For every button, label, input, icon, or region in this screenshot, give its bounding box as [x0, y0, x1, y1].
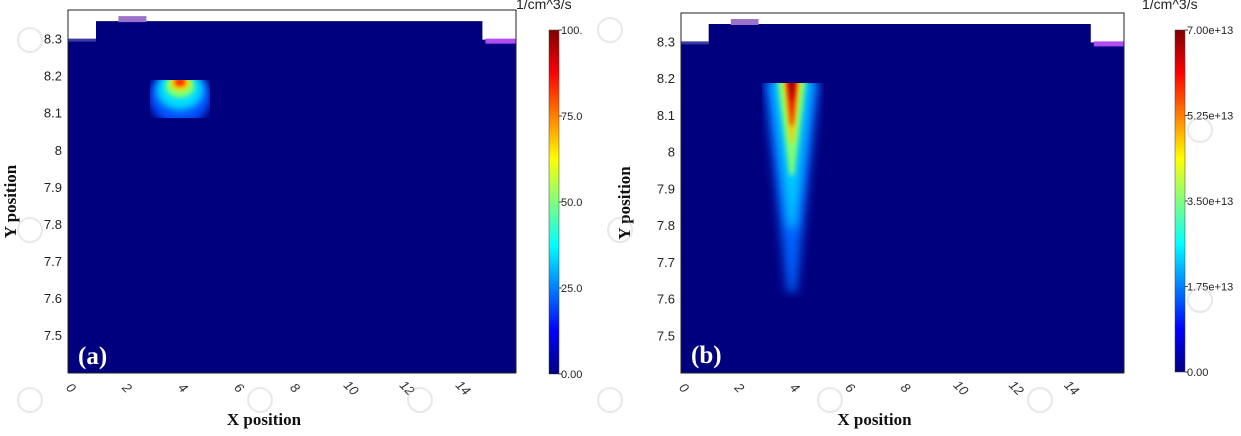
watermark-icon — [607, 217, 633, 243]
watermark-icon — [817, 387, 843, 413]
left-contact — [681, 41, 709, 45]
watermark-icon — [1187, 117, 1213, 143]
hotspot-red — [174, 80, 186, 87]
x-tick-label: 2 — [119, 379, 136, 396]
y-tick-label: 7.7 — [44, 254, 62, 269]
colorbar-unit: 1/cm^3/s — [516, 0, 572, 12]
right-contact — [485, 38, 516, 44]
x-tick-label: 6 — [231, 380, 247, 396]
y-axis-title: Y position — [615, 166, 634, 240]
y-tick-label: 8.2 — [657, 71, 675, 86]
x-tick-label: 14 — [453, 377, 474, 398]
watermark-icon — [597, 387, 623, 413]
colorbar-tick-label: 7.00e+13 — [1187, 25, 1233, 37]
y-tick-label: 7.5 — [44, 328, 62, 343]
hotspot-red-core — [786, 83, 797, 126]
watermark-icon — [407, 387, 433, 413]
x-tick-label: 12 — [1006, 377, 1027, 398]
y-tick-label: 8.1 — [657, 108, 675, 123]
left-contact — [68, 38, 96, 42]
hotspot-peak — [789, 83, 795, 101]
x-axis-title: X position — [837, 410, 912, 429]
x-tick-label: 2 — [731, 379, 748, 396]
generation-hotspot — [150, 80, 210, 118]
y-tick-label: 8.3 — [657, 34, 675, 49]
x-tick-label: 10 — [951, 377, 972, 398]
y-tick-label: 7.8 — [657, 218, 675, 233]
y-axis-title: Y position — [1, 164, 20, 238]
panel-label: (b) — [691, 342, 722, 369]
x-tick-label: 6 — [842, 380, 858, 396]
plot-frame — [67, 9, 517, 374]
x-tick-label: 0 — [676, 380, 692, 396]
generation-hotspot — [764, 83, 820, 293]
x-tick-label: 14 — [1061, 377, 1082, 398]
watermark-icon — [597, 17, 623, 43]
colorbar-tick-label: 5.25e+13 — [1187, 111, 1233, 123]
colorbar-unit: 1/cm^3/s — [1142, 0, 1198, 12]
colorbar-tick-label: 0.00 — [1187, 367, 1208, 379]
watermark-icon — [1027, 387, 1053, 413]
colorbar — [1174, 29, 1186, 373]
chart-panel-b: 8.3 8.2 8.1 8 7.9 7.8 7.7 7.6 7.5 0 2 4 6 8 10 12 14 X po… — [615, 0, 1233, 429]
x-tick-label: 8 — [287, 380, 303, 396]
device-body — [68, 21, 516, 374]
watermark-icon — [17, 217, 43, 243]
panel-label: (a) — [78, 343, 107, 370]
y-tick-label: 8.1 — [44, 106, 62, 121]
x-tick-label: 0 — [63, 380, 79, 396]
colorbar-tick-label: 50.0 — [561, 197, 582, 209]
watermark-logos — [17, 17, 1213, 413]
y-tick-label: 8 — [668, 145, 675, 160]
colorbar-tick-label: 3.50e+13 — [1187, 196, 1233, 208]
x-axis-title: X position — [227, 410, 302, 429]
top-contact — [730, 19, 759, 26]
y-tick-label: 7.6 — [657, 292, 675, 307]
colorbar-tick-label: 75.0 — [561, 111, 582, 123]
watermark-icon — [17, 387, 43, 413]
y-tick-label: 7.7 — [657, 255, 675, 270]
y-tick-label: 8.2 — [44, 69, 62, 84]
watermark-icon — [247, 387, 273, 413]
x-tick-label: 10 — [341, 377, 362, 398]
colorbar-tick-label: 25.0 — [561, 283, 582, 295]
x-tick-label: 4 — [175, 380, 191, 396]
x-tick-label: 8 — [898, 380, 914, 396]
y-tick-label: 8 — [55, 143, 62, 158]
y-tick-label: 7.6 — [44, 291, 62, 306]
colorbar-tick-label: 1.75e+13 — [1187, 282, 1233, 294]
y-tick-label: 7.8 — [44, 217, 62, 232]
colorbar-tick-label: 100. — [561, 25, 582, 37]
top-contact — [118, 16, 147, 23]
plot-frame — [680, 12, 1125, 374]
y-tick-label: 7.9 — [657, 181, 675, 196]
watermark-icon — [17, 27, 43, 53]
colorbar — [548, 29, 560, 375]
colorbar-tick-label: 0.00 — [561, 369, 582, 381]
y-tick-label: 7.9 — [44, 180, 62, 195]
right-contact — [1093, 41, 1124, 47]
y-tick-label: 8.3 — [44, 32, 62, 47]
x-tick-label: 4 — [787, 380, 803, 396]
chart-panel-a: 8.38.28.187.97.87.77.67.50 2 4 6 8 10 12 14X po… — [1, 0, 582, 429]
watermark-icon — [1187, 287, 1213, 313]
y-tick-label: 7.5 — [657, 328, 675, 343]
device-body — [681, 24, 1124, 373]
